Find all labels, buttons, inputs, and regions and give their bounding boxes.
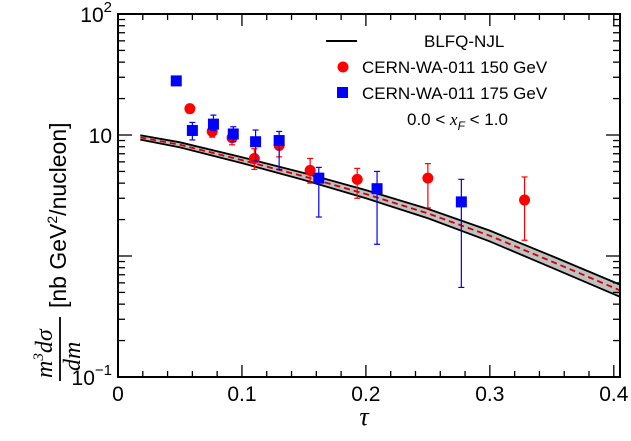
model-upper-line <box>140 134 621 286</box>
x-tick-label: 0.4 <box>599 383 629 406</box>
x-tick-label: 0.2 <box>351 383 380 406</box>
data-point-175gev <box>455 196 467 208</box>
legend: BLFQ-NJL CERN-WA-011 150 GeV CERN-WA-011… <box>326 32 548 133</box>
y-title-denominator: dm <box>60 342 86 371</box>
data-point-150gev <box>519 194 531 206</box>
model-lower-line <box>140 138 621 298</box>
ticks-layer: 0 0.1 0.2 0.3 0.4 10−1 10 102 <box>72 0 629 406</box>
model-band-layer <box>140 134 621 298</box>
legend-model-label: BLFQ-NJL <box>424 32 504 51</box>
y-tick-label: 10−1 <box>72 362 112 390</box>
x-tick-label: 0.3 <box>475 383 504 406</box>
data-point-150gev <box>248 152 260 164</box>
y-title-numerator: m3dσ <box>31 328 58 378</box>
plot-frame <box>117 13 621 378</box>
x-tick-label: 0.1 <box>227 383 256 406</box>
y-axis-title: m3dσ dm [nb GeV2/nucleon] <box>31 122 86 381</box>
data-point-175gev <box>170 75 182 87</box>
legend-series1-marker <box>337 61 349 73</box>
y-tick-label: 10 <box>89 125 112 148</box>
y-tick-label: 102 <box>80 0 112 27</box>
data-point-175gev <box>207 118 219 130</box>
x-axis-title: τ <box>359 402 370 431</box>
data-points-layer <box>170 75 531 289</box>
legend-series1-label: CERN-WA-011 150 GeV <box>362 58 548 77</box>
data-point-150gev <box>422 172 434 184</box>
data-point-150gev <box>351 173 363 185</box>
model-uncertainty-band <box>140 135 621 297</box>
data-point-175gev <box>186 124 198 136</box>
y-title-unit: [nb GeV2/nucleon] <box>44 122 71 308</box>
data-point-175gev <box>227 128 239 140</box>
model-central-line <box>140 136 621 292</box>
legend-range-label: 0.0 < xF < 1.0 <box>407 110 508 133</box>
data-point-150gev <box>184 103 196 115</box>
legend-series2-marker <box>337 87 348 98</box>
data-point-175gev <box>273 135 285 147</box>
data-point-175gev <box>250 136 262 148</box>
data-point-175gev <box>371 183 383 195</box>
x-tick-label: 0 <box>112 383 124 406</box>
data-point-150gev <box>304 164 316 176</box>
legend-series2-label: CERN-WA-011 175 GeV <box>362 84 548 103</box>
data-point-175gev <box>313 172 325 184</box>
